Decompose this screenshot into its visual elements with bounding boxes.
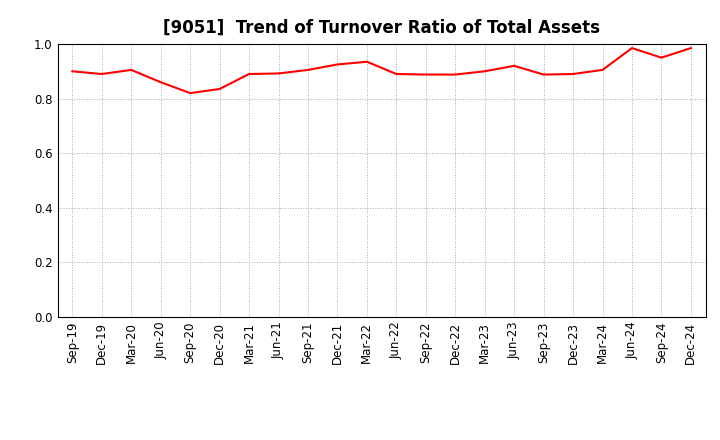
Title: [9051]  Trend of Turnover Ratio of Total Assets: [9051] Trend of Turnover Ratio of Total …	[163, 19, 600, 37]
